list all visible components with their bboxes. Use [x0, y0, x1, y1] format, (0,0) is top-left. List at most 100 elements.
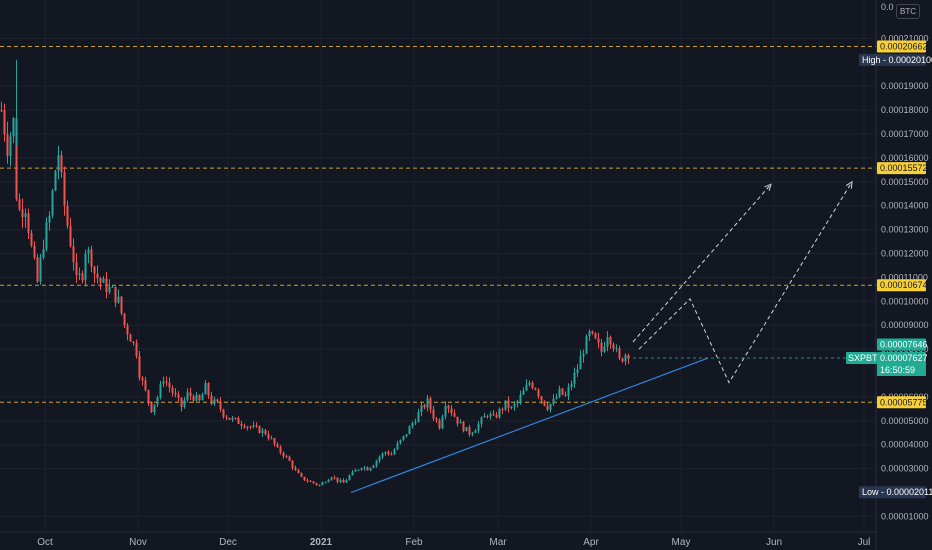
- candle-body: [504, 400, 507, 410]
- candle-body: [288, 456, 291, 461]
- candle-body: [612, 344, 615, 349]
- candle-body: [93, 266, 96, 274]
- candle-body: [357, 469, 360, 471]
- price-tick-label: 0.00009000: [881, 320, 929, 330]
- candle-body: [453, 413, 456, 417]
- candle-body: [477, 423, 480, 431]
- candle-body: [351, 471, 354, 476]
- candle-body: [48, 215, 51, 223]
- time-axis[interactable]: Oct Nov Dec 2021 Feb Mar Apr May Jun Jul: [37, 537, 870, 548]
- candle-body: [90, 249, 93, 267]
- candle-body: [159, 383, 162, 398]
- candle-body: [516, 401, 519, 404]
- candle-body: [78, 273, 81, 275]
- candle-body: [498, 408, 501, 418]
- candle-body: [195, 395, 198, 401]
- candle-body: [525, 384, 528, 391]
- price-tick-label: 0.00016000: [881, 153, 929, 163]
- candle-body: [576, 369, 579, 373]
- level-price-tag: [877, 40, 926, 53]
- time-tick-label: Nov: [129, 537, 147, 548]
- candle-body: [597, 338, 600, 343]
- low-tag: [859, 486, 926, 499]
- candle-body: [513, 403, 516, 407]
- projection-path[interactable]: [638, 181, 853, 384]
- candle-body: [444, 405, 447, 417]
- price-tick-label: 0.00005000: [881, 416, 929, 426]
- candle-body: [360, 468, 363, 470]
- candle-body: [315, 483, 318, 485]
- candle-body: [303, 476, 306, 481]
- candle-body: [21, 209, 24, 218]
- drawings[interactable]: [350, 180, 876, 494]
- candle-body: [207, 383, 210, 396]
- candle-body: [330, 477, 333, 481]
- candle-body: [558, 388, 561, 397]
- candle-body: [39, 257, 42, 282]
- candle-body: [276, 444, 279, 447]
- candle-body: [225, 416, 228, 418]
- candle-body: [183, 400, 186, 407]
- candle-body: [75, 262, 78, 275]
- candle-body: [204, 383, 207, 395]
- candle-body: [99, 278, 102, 283]
- candle-body: [531, 382, 534, 389]
- candle-body: [324, 482, 327, 484]
- horizontal-levels[interactable]: [0, 45, 876, 403]
- candle-body: [156, 397, 159, 405]
- candle-body: [30, 233, 33, 246]
- candle-body: [129, 334, 132, 342]
- candle-body: [438, 420, 441, 429]
- candle-body: [537, 389, 540, 397]
- candle-body: [210, 395, 213, 404]
- candle-body: [564, 394, 567, 396]
- candle-body: [318, 484, 321, 486]
- candle-body: [321, 482, 324, 486]
- candle-body: [216, 399, 219, 402]
- currency-button[interactable]: BTC: [896, 4, 920, 19]
- symbol-label: SXPBTC: [848, 353, 885, 363]
- candle-body: [585, 336, 588, 354]
- last-price-tag: [877, 352, 926, 377]
- candle-body: [603, 346, 606, 352]
- candle-body: [621, 358, 624, 362]
- candle-body: [132, 341, 135, 343]
- candle-body: [366, 467, 369, 471]
- time-tick-label: Mar: [489, 537, 507, 548]
- candle-body: [57, 155, 60, 171]
- candle-body: [201, 394, 204, 401]
- candle-body: [18, 199, 21, 210]
- candle-body: [279, 446, 282, 453]
- candle-body: [165, 381, 168, 383]
- candle-body: [255, 425, 258, 427]
- time-tick-label: Oct: [37, 537, 53, 548]
- candlestick-series: [0, 59, 630, 487]
- candle-body: [123, 313, 126, 326]
- candle-body: [363, 467, 366, 469]
- candle-body: [108, 286, 111, 293]
- candle-body: [378, 456, 381, 461]
- candle-body: [252, 425, 255, 427]
- candle-body: [66, 205, 69, 226]
- candle-body: [384, 452, 387, 454]
- price-tick-label: 0.00013000: [881, 225, 929, 235]
- candle-body: [177, 394, 180, 398]
- candle-body: [180, 397, 183, 407]
- candle-body: [102, 278, 105, 283]
- candle-body: [309, 481, 312, 483]
- candle-body: [264, 430, 267, 435]
- candle-body: [474, 430, 477, 433]
- price-tick-label: 0.00004000: [881, 440, 929, 450]
- candle-body: [126, 325, 129, 335]
- candle-body: [144, 380, 147, 391]
- candle-body: [333, 477, 336, 479]
- candle-body: [33, 245, 36, 258]
- candle-body: [465, 427, 468, 432]
- candle-body: [627, 355, 630, 359]
- candle-body: [573, 372, 576, 384]
- price-axis[interactable]: 0.00021000 0.00019000 0.00018000 0.00017000…: [881, 2, 929, 521]
- candle-body: [375, 460, 378, 466]
- trend-line[interactable]: [350, 357, 709, 494]
- candle-body: [237, 417, 240, 424]
